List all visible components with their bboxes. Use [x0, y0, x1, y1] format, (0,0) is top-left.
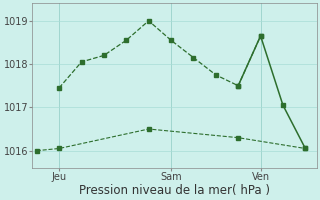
X-axis label: Pression niveau de la mer( hPa ): Pression niveau de la mer( hPa ): [79, 184, 270, 197]
